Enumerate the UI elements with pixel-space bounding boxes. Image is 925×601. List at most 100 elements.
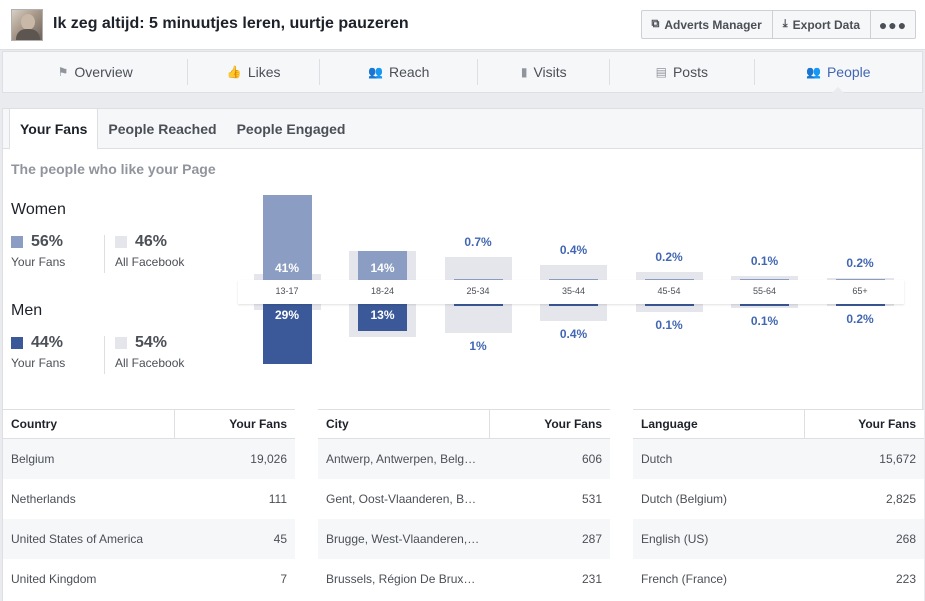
women-fans-label: Your Fans [11, 255, 66, 269]
column-header-your-fans[interactable]: Your Fans [858, 417, 916, 431]
more-options-button[interactable]: ●●● [871, 11, 915, 38]
tab-posts[interactable]: ▤ Posts [610, 52, 754, 92]
column-header-language[interactable]: Language [633, 410, 805, 438]
language-cell: Dutch [641, 452, 673, 466]
people-icon: 👥 [806, 65, 821, 79]
men-bar [549, 304, 598, 306]
table-row: Brussels, Région De Brux… 231 [318, 559, 610, 599]
export-data-button[interactable]: ⤓ Export Data [773, 11, 871, 38]
tab-likes[interactable]: 👍 Likes [188, 52, 319, 92]
tab-people[interactable]: 👥 People [755, 52, 922, 93]
all-facebook-men-bar [731, 304, 798, 309]
flag-icon: ⚑ [57, 65, 69, 79]
country-cell: Belgium [11, 452, 55, 466]
thumbs-up-icon: 👍 [226, 65, 242, 79]
table-row: French (France) 223 [633, 559, 924, 599]
fans-count-cell: 231 [581, 572, 602, 586]
women-bar [358, 250, 407, 280]
column-header-your-fans[interactable]: Your Fans [229, 417, 287, 431]
table-row: Dutch (Belgium) 2,825 [633, 479, 924, 519]
tab-label: Likes [247, 64, 281, 80]
tab-label: Visits [533, 64, 567, 80]
table-row: Gent, Oost-Vlaanderen, B… 531 [318, 479, 610, 519]
women-data-label: 0.4% [559, 243, 588, 258]
fans-count-cell: 268 [895, 532, 916, 546]
tab-overview[interactable]: ⚑ Overview [3, 52, 187, 92]
external-link-icon: ⧉ [651, 18, 660, 30]
all-facebook-women-bar [540, 265, 607, 280]
table-row: Belgium 19,026 [3, 439, 295, 479]
nav-separator [609, 59, 611, 85]
women-data-label: 0.2% [655, 249, 683, 264]
table-body: Antwerp, Antwerpen, Belg… 606 Gent, Oost-V… [318, 439, 610, 599]
table-gap [295, 409, 318, 601]
men-bar [358, 304, 407, 331]
women-data-label: 0.1% [750, 253, 779, 268]
age-tick-label: 13-17 [275, 286, 299, 296]
divider [104, 235, 105, 273]
women-all-facebook-value: 46% [135, 233, 168, 250]
users-icon: 👥 [368, 65, 383, 79]
men-data-label: 0.2% [846, 312, 874, 327]
insights-nav: ⚑ Overview 👍 Likes 👥 Reach ▮ Visits ▤ Posts 👥 Peopl… [2, 51, 923, 93]
column-header-your-fans[interactable]: Your Fans [544, 417, 602, 431]
table-header: Country Your Fans [3, 409, 295, 439]
age-gender-chart: 13-17 41% 29% 18-24 14% 13% 25-34 0.7% 1% 35-44 0.… [238, 194, 904, 369]
page-title[interactable]: Ik zeg altijd: 5 minuutjes leren, uurtje… [53, 15, 409, 32]
men-data-label: 29% [274, 308, 300, 322]
avatar[interactable] [11, 9, 43, 41]
men-title: Men [11, 302, 43, 319]
men-data-label: 0.1% [750, 314, 779, 329]
city-table: City Your Fans Antwerp, Antwerpen, Belg… 60… [318, 409, 610, 601]
men-all-facebook-stat: 54% All Facebook [115, 334, 184, 370]
adverts-manager-button[interactable]: ⧉ Adverts Manager [642, 11, 773, 38]
posts-icon: ▤ [655, 65, 667, 79]
table-row: United States of America 45 [3, 519, 295, 559]
table-row: Brugge, West-Vlaanderen,… 287 [318, 519, 610, 559]
men-data-label: 0.1% [655, 318, 683, 333]
table-row: Netherlands 111 [3, 479, 295, 519]
nav-separator [753, 59, 755, 85]
all-facebook-men-bar [444, 304, 512, 334]
age-tick-label: 65+ [852, 286, 868, 296]
fans-count-cell: 287 [581, 532, 602, 546]
men-bar [453, 304, 503, 307]
women-your-fans-stat: 56% Your Fans [11, 233, 65, 269]
table-row: English (US) 268 [633, 519, 924, 559]
women-bar [453, 278, 503, 280]
women-all-facebook-label: All Facebook [115, 255, 185, 269]
table-row: Dutch 15,672 [633, 439, 924, 479]
fans-count-cell: 111 [268, 492, 287, 506]
women-data-label: 0.2% [846, 255, 874, 270]
tab-label: People [826, 64, 871, 80]
men-bar [740, 304, 789, 306]
men-all-facebook-label: All Facebook [115, 356, 185, 370]
city-cell: Brugge, West-Vlaanderen,… [326, 532, 480, 546]
tab-reach[interactable]: 👥 Reach [320, 52, 477, 92]
country-table: Country Your Fans Belgium 19,026 Netherlands… [3, 409, 295, 601]
women-data-label: 0.7% [464, 235, 492, 250]
language-cell: English (US) [641, 532, 709, 546]
tab-label: Overview [74, 64, 133, 80]
women-bar [262, 195, 312, 280]
tab-people-engaged[interactable]: People Engaged [236, 121, 346, 137]
all-facebook-swatch [115, 337, 127, 349]
column-header-city[interactable]: City [318, 410, 490, 438]
page-header: Ik zeg altijd: 5 minuutjes leren, uurtje… [0, 0, 925, 50]
more-icon: ●●● [878, 16, 908, 33]
divider [104, 336, 105, 374]
age-axis-band [238, 280, 904, 304]
men-bar [262, 304, 312, 365]
tab-your-fans[interactable]: Your Fans [9, 109, 99, 150]
language-table: Language Your Fans Dutch 15,672 Dutch (Belgi… [633, 409, 924, 601]
table-body: Belgium 19,026 Netherlands 111 United States… [3, 439, 295, 599]
bar-chart-icon: ▮ [520, 65, 528, 79]
table-gap [610, 409, 633, 601]
country-cell: United Kingdom [11, 572, 97, 586]
tab-visits[interactable]: ▮ Visits [478, 52, 609, 92]
table-row: Antwerp, Antwerpen, Belg… 606 [318, 439, 610, 479]
header-actions: ⧉ Adverts Manager ⤓ Export Data ●●● [640, 10, 916, 39]
tab-people-reached[interactable]: People Reached [108, 121, 217, 137]
column-header-country[interactable]: Country [3, 410, 175, 438]
tab-label: Posts [672, 64, 708, 80]
